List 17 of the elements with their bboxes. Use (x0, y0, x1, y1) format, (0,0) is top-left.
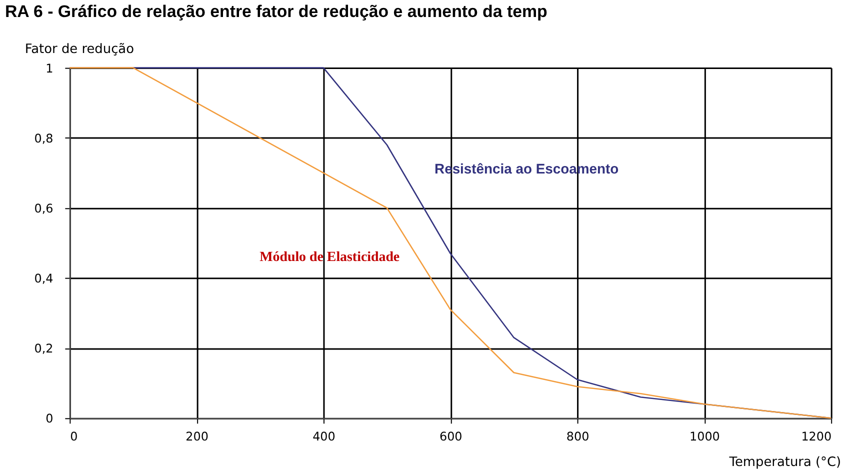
x-tick-label: 600 (439, 430, 462, 444)
x-tick-label: 400 (312, 430, 336, 444)
x-tick-label: 0 (70, 430, 78, 444)
x-axis-title: Temperatura (°C) (728, 454, 842, 470)
chart-title: RA 6 - Gráfico de relação entre fator de redução e aumento da temp (4, 2, 548, 22)
y-tick-label: 0,8 (34, 131, 54, 146)
y-tick-label: 0 (46, 412, 54, 426)
x-tick-label: 1200 (801, 430, 832, 444)
y-tick-label: 0,4 (34, 272, 54, 286)
x-tick-label: 800 (566, 430, 590, 444)
y-axis-title: Fator de redução (24, 42, 134, 57)
y-tick-label: 1 (46, 61, 54, 76)
y-tick-label: 0,2 (34, 342, 54, 356)
x-tick-label: 200 (186, 430, 208, 444)
y-tick-label: 0,6 (34, 201, 54, 216)
series-label: Módulo de Elasticidade (260, 250, 400, 265)
x-tick-label: 1000 (689, 430, 720, 444)
